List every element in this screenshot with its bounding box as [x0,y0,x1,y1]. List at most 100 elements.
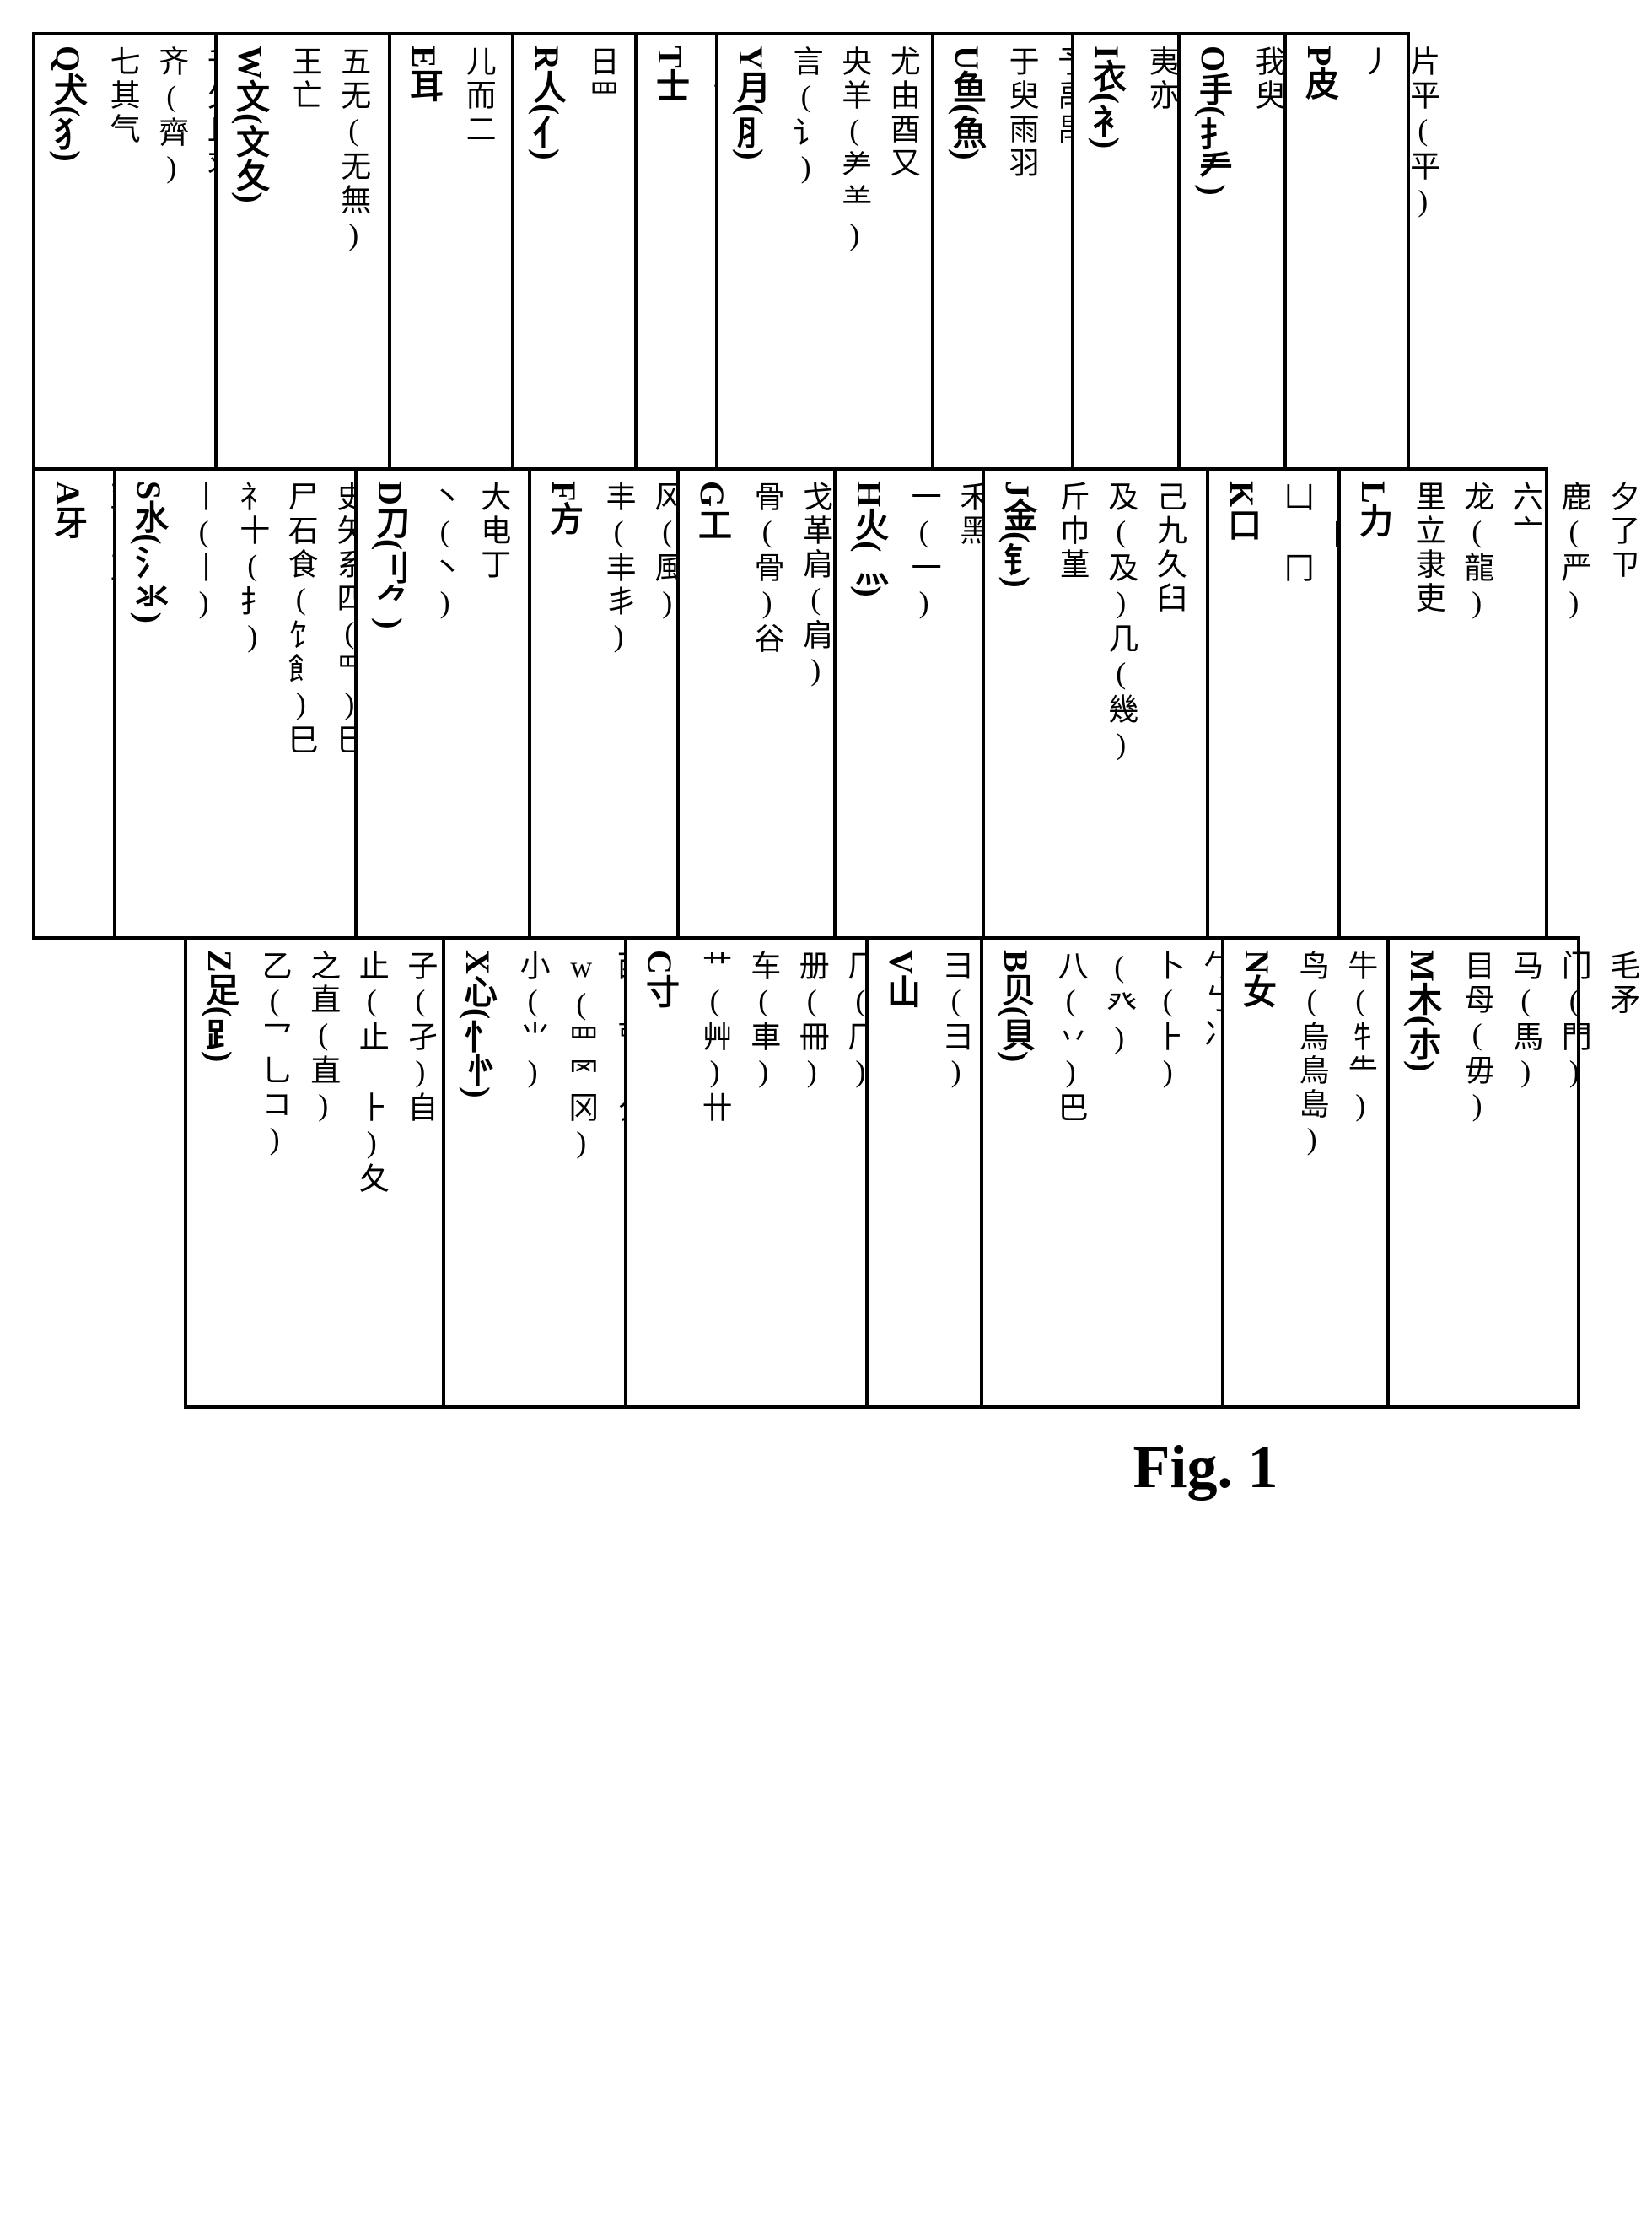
cell-X: X心(忄㣺) 小(⺌) w(罒罓冈) 西(覀)夕 下乡象 穴血熏 辛咸 [442,936,627,1409]
cell-head: U鱼(魚) [941,46,992,160]
cell-head: P皮 [1294,46,1344,100]
cell-head: W文(文夂) [224,46,275,203]
cell-B: B贝(貝) 八(丷)巴 (癶) 卜(⺊) 勹ㄅ冫 必匕(匕 ⺊) 白百不步卑 北… [980,936,1224,1409]
cell-head: Q犬(犭) [42,46,93,162]
cell-line: 里立隶吏 [1403,481,1452,616]
cell-D: D刀(刂⺈) 丶(丶) 大电丁 斗(鬥)豆 丹单(單) 东(東)歹 弟冬 [354,467,531,940]
cell-line: 免面 [1646,950,1652,1017]
cell-Y: Y月(⺼) 言(讠) 央羊(⺶⺷) 尤由酉又 业(业)页(頁) 尹也曳 庸永用 … [715,32,934,471]
cell-H: H火(灬) 一(一) 禾黑 乎虍户 兔(兔) 亥惠 [833,467,985,940]
cell-line: 牛(牜⺧) [1336,950,1385,1125]
cell-T: T士 田屯 [634,32,718,471]
cell-A: A牙 亚(亞) [32,467,116,940]
cell-line: 儿而二 [454,46,503,147]
cell-head: E耳 [398,46,449,102]
cell-L: L力 里立隶吏 龙(龍) 六亠 鹿(严) 夕了ㄗ 两(兩)乐(樂) 来(來)耒 [1337,467,1548,940]
cell-line: 尤由酉又 [878,46,927,181]
cell-line: 门(門) [1549,950,1598,1092]
cell-O: O手(扌龵) 我臾 [1177,32,1287,471]
cell-line: 丰(丰丯) [594,481,643,656]
cell-W: W文(文夂) 王亡 五无(无無) 乌(烏)午 韦(韋) 为(爲)未瓦 丸万(萬) [214,32,391,471]
cell-S: S水(氵氺) 丨(丨) 礻十(扌) 尸石食(饣飠)巳 史矢系四(罒)巳 士世氏示… [113,467,358,940]
cell-head: R人(亻) [521,46,572,160]
cell-line: 丶(丶) [420,481,469,623]
cell-head: C寸 [634,950,685,1008]
cell-line: (癶) [1095,950,1143,1058]
cell-line: 马(馬) [1501,950,1550,1092]
cell-I: I衣(衤) 夷亦 乂义 [1071,32,1181,471]
cell-head: D刀(刂⺈) [364,481,415,629]
cell-head: T士 [644,46,695,102]
cell-line: 己九久臼 [1144,481,1193,616]
cell-head: L力 [1348,481,1398,537]
cell-F: F方 丰(丰丯) 风(風) 非夫父 发(發) 弗甫 [528,467,680,940]
cell-line: 彐(彐) [931,950,980,1092]
cell-line: 丨(丨) [179,481,228,623]
cell-line: 乙(乛乚コ) [250,950,299,1159]
cell-line: w(罒罓冈) [557,950,605,1162]
cell-line: 两(兩)乐(樂) [1646,481,1652,764]
cell-R: R人(亻) 日罒 彳入乚 冉 [511,32,638,471]
cell-M: M木(朩) 目母(毋) 马(馬) 门(門) 毛矛 免面 米末 民皿 [1386,936,1580,1409]
cell-K: K口 凵 冂 (冂) コ ㄈ 可 [1206,467,1341,940]
cell-head: I衣(衤) [1081,46,1132,148]
cell-head: G工 [686,481,737,541]
cell-line: 斤巾堇 [1047,481,1096,582]
figure-caption: Fig. 1 [793,1432,1618,1502]
cell-line: 艹(艸)卄 [690,950,739,1125]
cell-E: E耳 儿而二 尔(爾) 阝 卩(㔾) [388,32,514,471]
row-1: Q犬(犭) 七其气 齐(齊) 千欠丘求 曲(典) 区(區) 青(丰) 且乔(喬)… [34,34,1618,469]
row-3: Z足(⻊) 乙(乛乚コ) 之直(直) 止(止 ⺊)夂 子(孑)自 舟州中重 走辶… [186,938,1618,1407]
cell-V: V山 彐(彐) 屮(屮) 巳(已) [865,936,983,1409]
cell-head: K口 [1216,481,1267,541]
cell-line: 凵 冂 [1272,481,1321,585]
cell-U: U鱼(魚) 于臾雨羽 予禹禺 聿(肀) [931,32,1074,471]
cell-line: 片平(平) [1398,46,1447,221]
cell-head: X心(忄㣺) [452,950,503,1098]
cell-line: 一(一) [899,481,948,623]
cell-head: F方 [538,481,589,535]
cell-J: J金(钅) 斤巾堇 及(及)几(幾) 己九久臼 戋(戔)兼 柬见(見) 夹(夾)… [982,467,1209,940]
cell-line: 龙(龍) [1452,481,1501,623]
cell-line: 于臾雨羽 [997,46,1046,181]
cell-head: Z足(⻊) [194,950,245,1062]
cell-line: 央羊(⺶⺷) [830,46,879,255]
cell-line: 夕了ㄗ [1597,481,1646,582]
cell-C: C寸 艹(艸)卄 车(車) 册(冊) 厂(厂) 长(長镸) 齿(齒)赤斥 成辰臣… [624,936,869,1409]
cell-head: A牙 [42,481,93,539]
cell-head: N女 [1231,950,1282,1008]
cell-line: 子(孑)自 [396,950,444,1125]
cell-line: 大电丁 [469,481,518,582]
cell-line: 鹿(严) [1549,481,1598,623]
cell-line: 止(止 ⺊)夂 [347,950,396,1196]
cell-head: H火(灬) [843,481,894,597]
cell-line: 小(⺌) [508,950,557,1092]
cell-line: 丿 [1349,46,1398,79]
cell-head: O手(扌龵) [1187,46,1238,196]
cell-Q: Q犬(犭) 七其气 齐(齊) 千欠丘求 曲(典) 区(區) 青(丰) 且乔(喬) [32,32,218,471]
cell-line: 目母(毋) [1452,950,1501,1125]
cell-N: N女 鸟(烏鳥島) 牛(牜⺧) 乃内(內) 廿(niàn) 囊农(農) [1221,936,1390,1409]
cell-line: 卜(⺊) [1143,950,1192,1092]
cell-line: 言(讠) [781,46,830,187]
cell-line: 戈革肩(肩) [791,481,840,690]
cell-line: 六亠 [1500,481,1549,548]
cell-G: G工 骨(骨)谷 戈革肩(肩) 弓果瓜广 干甘鬼 更良(艮) [676,467,837,940]
cell-head: S水(氵氺) [123,481,174,623]
cell-line: 及(及)几(幾) [1096,481,1145,764]
row-2: A牙 亚(亞) S水(氵氺) 丨(丨) 礻十(扌) 尸石食(饣飠)巳 史矢系四(… [34,469,1618,938]
cell-line: 骨(骨)谷 [742,481,791,656]
cell-line: 八(丷)巴 [1046,950,1095,1125]
cell-head: M木(朩) [1396,950,1447,1071]
cell-Z: Z足(⻊) 乙(乛乚コ) 之直(直) 止(止 ⺊)夂 子(孑)自 舟州中重 走辶… [184,936,445,1409]
cell-line: 五无(无無) [329,46,378,255]
cell-line: 王亡 [280,46,329,113]
cell-line: 鸟(烏鳥島) [1287,950,1336,1159]
cell-P: P皮 丿 片平(平) [1283,32,1410,471]
cell-head: B贝(貝) [990,950,1041,1062]
cell-line: 七其气 [98,46,147,147]
cell-line: 车(車) [739,950,788,1092]
cell-line: 毛矛 [1598,950,1647,1017]
cell-line: 礻十(扌) [228,481,277,656]
cell-line: 尸石食(饣飠)巳 [276,481,325,757]
